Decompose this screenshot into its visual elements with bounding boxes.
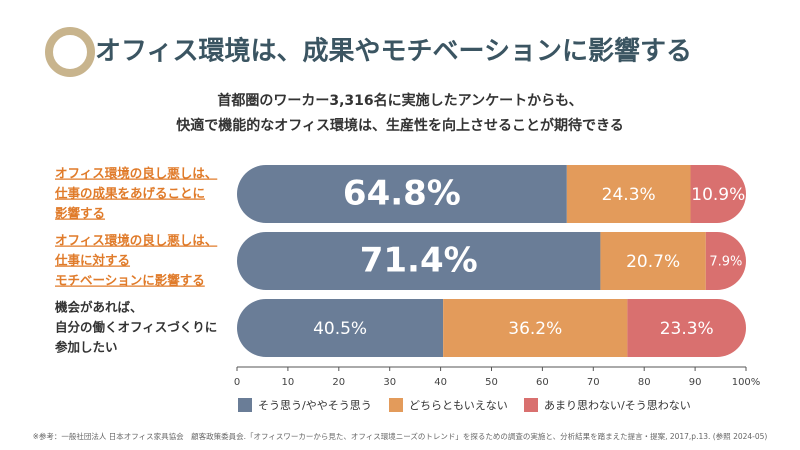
- x-tick-label: 50: [485, 377, 498, 388]
- value-label: 40.5%: [313, 319, 367, 339]
- legend-label: そう思う/ややそう思う: [258, 399, 372, 412]
- chart-title: オフィス環境は、成果やモチベーションに影響する: [95, 36, 692, 67]
- footnote: ※参考：一般社団法人 日本オフィス家具協会 顧客政策委員会.「オフィスワーカーか…: [33, 431, 768, 441]
- value-label: 10.9%: [691, 185, 745, 205]
- x-tick-label: 60: [536, 377, 549, 388]
- legend-swatch: [238, 398, 252, 412]
- category-label: 機会があれば、: [55, 300, 143, 315]
- x-tick-label: 70: [587, 377, 600, 388]
- x-tick-label: 90: [689, 377, 702, 388]
- x-tick-label: 0: [234, 377, 240, 388]
- x-tick-label: 30: [383, 377, 396, 388]
- bar-segment: [237, 165, 567, 223]
- category-label: 影響する: [55, 206, 105, 221]
- x-tick-label: 40: [434, 377, 447, 388]
- category-label: 仕事の成果をあげることに: [54, 186, 205, 201]
- value-label: 20.7%: [626, 252, 680, 272]
- legend-swatch: [524, 398, 538, 412]
- value-label: 23.3%: [660, 319, 714, 339]
- category-label: 仕事に対する: [54, 253, 130, 268]
- category-label: 参加したい: [55, 340, 118, 355]
- bar-segment: [566, 165, 691, 223]
- category-label: オフィス環境の良し悪しは、: [55, 166, 217, 181]
- bar-row: [237, 299, 746, 357]
- value-label: 24.3%: [602, 185, 656, 205]
- category-label: オフィス環境の良し悪しは、: [55, 233, 217, 248]
- legend-swatch: [389, 398, 403, 412]
- category-label: 自分の働くオフィスづくりに: [55, 320, 217, 335]
- bar-segment: [627, 299, 746, 357]
- bar-segment: [600, 232, 706, 290]
- bar-row: [237, 165, 746, 223]
- x-tick-label: 80: [638, 377, 651, 388]
- bar-segment: [690, 165, 746, 223]
- bar-segment: [237, 299, 444, 357]
- category-label: モチベーションに影響する: [55, 273, 205, 288]
- bar-segment: [237, 232, 601, 290]
- bar-segment: [443, 299, 628, 357]
- legend-label: どちらともいえない: [409, 399, 508, 412]
- value-label: 7.9%: [709, 255, 742, 270]
- x-tick-label: 20: [332, 377, 345, 388]
- subtitle: 快適で機能的なオフィス環境は、生産性を向上させることが期待できる: [176, 117, 623, 134]
- value-label: 71.4%: [360, 241, 478, 281]
- title-ring: [45, 27, 95, 77]
- bar-row: [237, 232, 746, 290]
- legend-label: あまり思わない/そう思わない: [544, 399, 691, 412]
- x-tick-label: 100%: [732, 377, 761, 388]
- subtitle: 首都圏のワーカー3,316名に実施したアンケートからも、: [217, 92, 582, 109]
- x-tick-label: 10: [282, 377, 295, 388]
- value-label: 36.2%: [508, 319, 562, 339]
- value-label: 64.8%: [343, 174, 461, 214]
